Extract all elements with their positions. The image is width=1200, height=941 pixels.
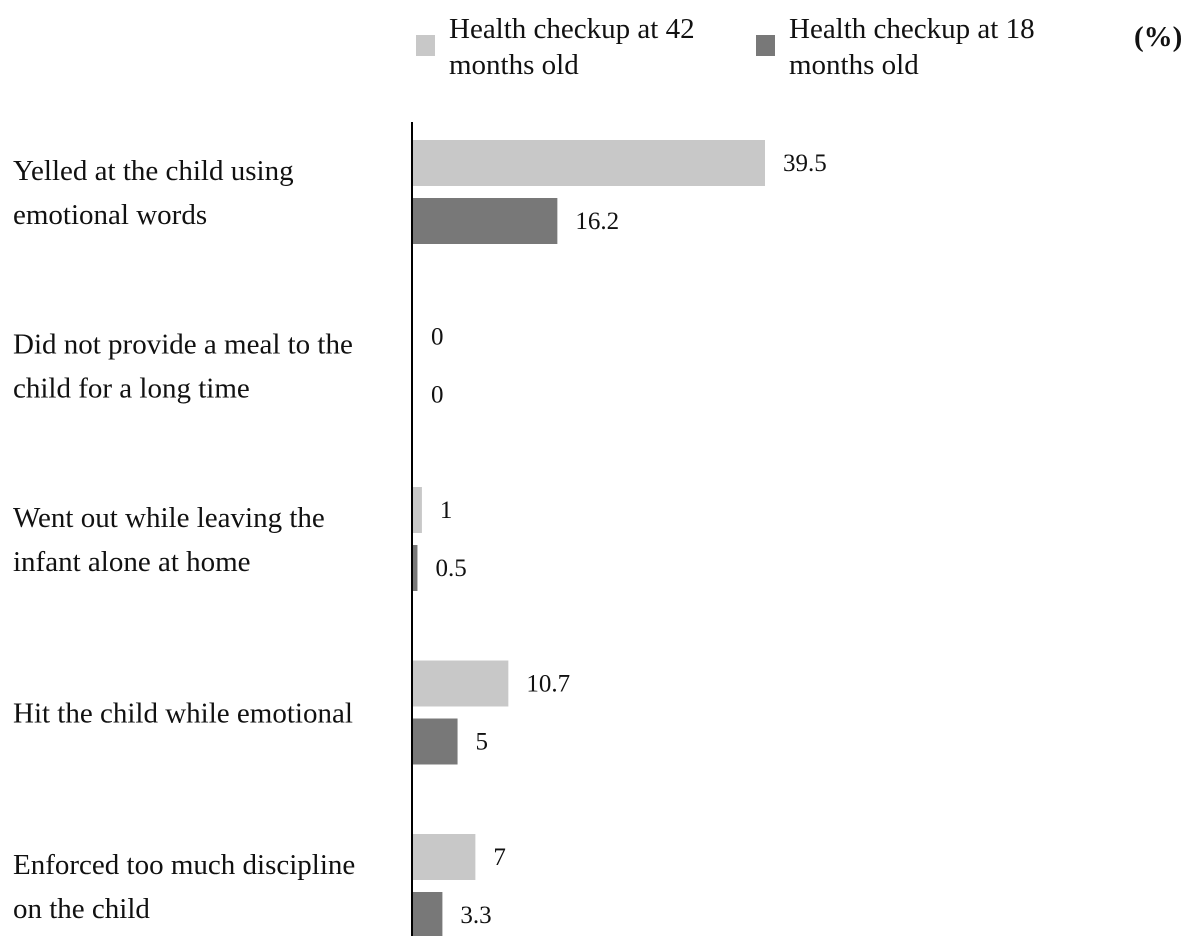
value-label-0-0: 39.5 xyxy=(783,150,827,177)
value-label-0-3: 10.7 xyxy=(526,671,570,698)
legend-label-0: Health checkup at 42 months old xyxy=(449,13,695,81)
value-label-1-1: 0 xyxy=(431,382,444,409)
unit-label: (%) xyxy=(1134,21,1182,53)
category-label-4: Enforced too much discipline on the child xyxy=(13,849,355,925)
legend-swatch-0 xyxy=(416,35,435,56)
legend-swatch-1 xyxy=(756,35,775,56)
bars xyxy=(413,140,765,938)
value-label-1-3: 5 xyxy=(476,729,489,756)
value-label-1-0: 16.2 xyxy=(575,208,619,235)
bar-0-4 xyxy=(413,834,476,880)
bar-1-4 xyxy=(413,892,443,938)
value-label-1-4: 3.3 xyxy=(460,902,491,929)
value-label-0-4: 7 xyxy=(493,844,506,871)
value-label-0-2: 1 xyxy=(440,497,453,524)
value-labels: 39.5 16.2 0 0 1 0.5 10.7 5 7 3.3 xyxy=(431,150,827,929)
category-label-2: Went out while leaving the infant alone a… xyxy=(13,502,325,578)
legend-label-1: Health checkup at 18 months old xyxy=(789,13,1035,81)
category-label-1: Did not provide a meal to the child for a… xyxy=(13,329,353,405)
value-label-1-2: 0.5 xyxy=(435,555,466,582)
bar-0-3 xyxy=(413,660,509,707)
category-labels: Yelled at the child using emotional words… xyxy=(13,155,355,925)
bar-1-2 xyxy=(413,545,418,591)
bar-0-0 xyxy=(413,140,765,186)
value-label-0-1: 0 xyxy=(431,324,444,351)
category-label-3: Hit the child while emotional xyxy=(13,698,353,730)
legend: Health checkup at 42 months old Health che… xyxy=(416,13,1182,81)
bar-0-2 xyxy=(413,487,422,533)
bar-1-0 xyxy=(413,198,558,244)
bar-1-3 xyxy=(413,718,458,765)
category-label-0: Yelled at the child using emotional words xyxy=(13,155,294,231)
